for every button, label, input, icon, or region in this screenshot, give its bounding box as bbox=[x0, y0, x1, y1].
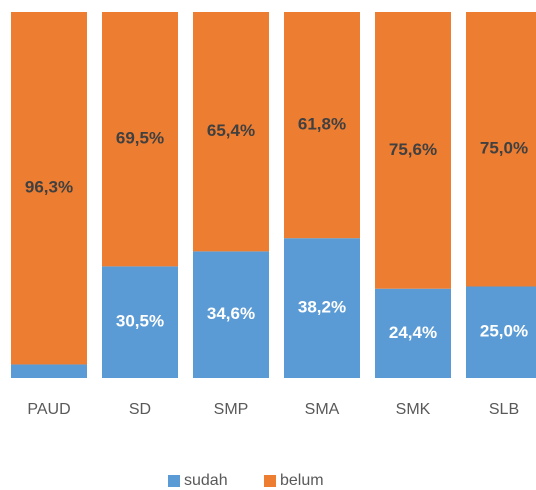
legend-swatch bbox=[168, 475, 180, 487]
value-label: 75,0% bbox=[480, 139, 528, 158]
value-label: 96,3% bbox=[25, 178, 73, 197]
bar-segment bbox=[193, 251, 269, 378]
value-label: 30,5% bbox=[116, 312, 164, 331]
bar-segment bbox=[284, 238, 360, 378]
value-label: 38,2% bbox=[298, 298, 346, 317]
x-tick-label: SLB bbox=[489, 401, 519, 418]
value-label: 65,4% bbox=[207, 121, 255, 140]
legend-label: sudah bbox=[184, 472, 228, 489]
value-label: 34,6% bbox=[207, 304, 255, 323]
x-tick-label: PAUD bbox=[27, 401, 70, 418]
x-tick-label: SMK bbox=[396, 401, 431, 418]
bar-segment bbox=[375, 12, 451, 289]
bar-segment bbox=[466, 286, 536, 378]
value-label: 69,5% bbox=[116, 129, 164, 148]
bar-segment bbox=[102, 266, 178, 378]
bar-segment bbox=[375, 288, 451, 378]
x-tick-label: SD bbox=[129, 401, 151, 418]
bar-segment bbox=[284, 12, 360, 239]
x-tick-label: SMP bbox=[214, 401, 249, 418]
bar-segment bbox=[466, 12, 536, 287]
value-label: 61,8% bbox=[298, 115, 346, 134]
bar-segment bbox=[102, 12, 178, 267]
legend-label: belum bbox=[280, 472, 324, 489]
value-label: 25,0% bbox=[480, 322, 528, 341]
legend-swatch bbox=[264, 475, 276, 487]
bar-segment bbox=[193, 12, 269, 252]
x-tick-label: SMA bbox=[305, 401, 340, 418]
bar-segment bbox=[11, 364, 87, 378]
value-label: 24,4% bbox=[389, 323, 437, 342]
bar-segment bbox=[11, 12, 87, 365]
value-label: 75,6% bbox=[389, 140, 437, 159]
